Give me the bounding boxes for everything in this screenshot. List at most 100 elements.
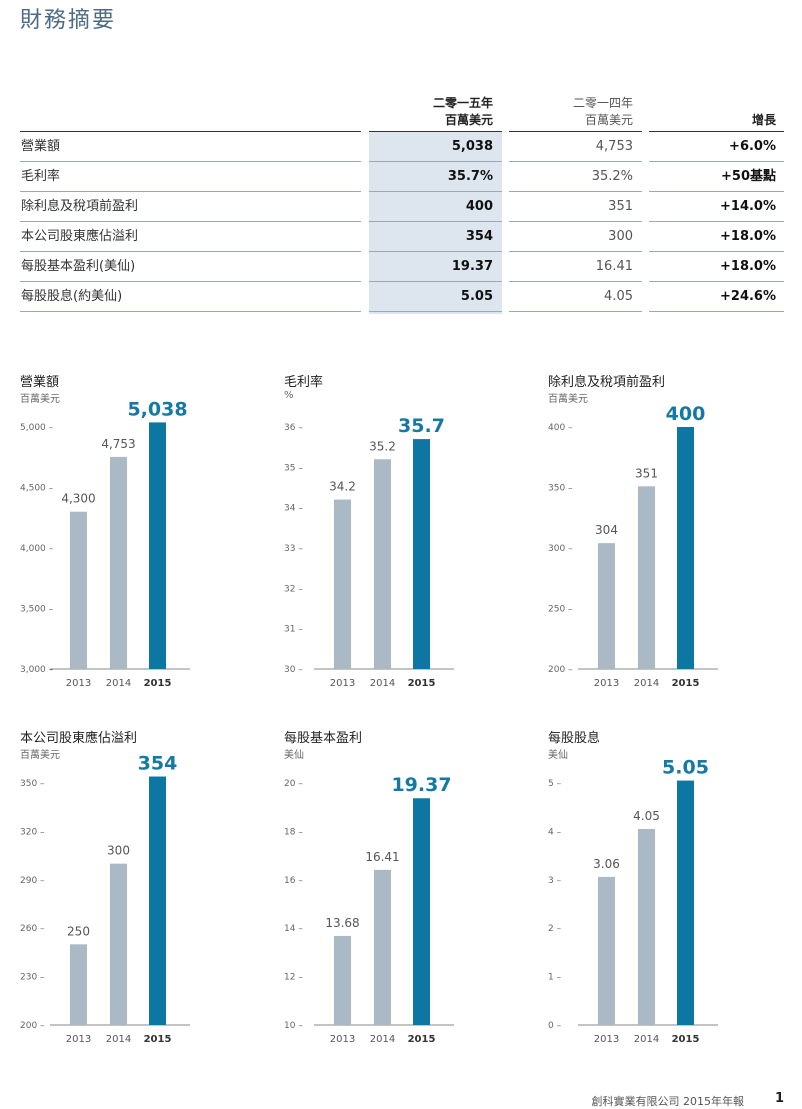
table-row: 本公司股東應佔溢利 354 300 +18.0% [20, 222, 784, 252]
chart-unit: 百萬美元 [20, 750, 60, 761]
row-divider [20, 191, 361, 192]
table-row: 營業額 5,038 4,753 +6.0% [20, 132, 784, 162]
y-tick-label: 300 – [548, 544, 573, 554]
bar [677, 780, 694, 1025]
x-tick-label: 2014 [370, 678, 395, 689]
y-tick-label: 3,000 – [20, 665, 54, 675]
header-2014-year: 二零一四年 [572, 96, 633, 110]
data-label: 5,038 [127, 398, 187, 420]
data-label: 351 [635, 466, 658, 480]
x-tick-label: 2014 [106, 1034, 131, 1045]
y-tick-label: 200 – [548, 665, 573, 675]
x-tick-label: 2014 [634, 1034, 659, 1045]
bar [334, 935, 351, 1025]
row-value-2014: 16.41 [595, 259, 633, 274]
x-tick-label: 2014 [106, 678, 131, 689]
y-tick-label: 32 – [284, 584, 303, 594]
y-tick-label: 3,500 – [20, 605, 54, 615]
bar [598, 543, 615, 669]
chart-title: 本公司股東應佔溢利 [20, 731, 138, 746]
y-tick-label: 4 – [548, 827, 562, 837]
bar-chart-svg: 30 – 31 – 32 – 33 – 34 – 35 – 36 – 34.2 2013 35.2… [284, 415, 454, 689]
chart-ebit: 除利息及稅項前盈利 百萬美元 200 – 250 – 300 – 350 – 400 –… [548, 371, 798, 701]
row-value-2015: 35.7% [447, 169, 493, 184]
page-title: 財務摘要 [20, 8, 117, 33]
row-divider [649, 251, 784, 252]
chart-unit: % [284, 390, 294, 401]
x-tick-label: 2015 [672, 678, 700, 689]
header-growth: 增長 [751, 113, 776, 127]
bar [70, 511, 87, 669]
data-label: 4.05 [633, 809, 660, 823]
y-tick-label: 350 – [548, 484, 573, 494]
page-number: 1 [774, 1091, 784, 1106]
y-tick-label: 3 – [548, 876, 562, 886]
row-divider [649, 311, 784, 312]
bar [638, 828, 655, 1025]
y-tick-label: 10 – [284, 1021, 303, 1031]
chart-basic-eps: 每股基本盈利 美仙 10 – 12 – 14 – 16 – 18 – 20 – 13.68 2… [284, 727, 534, 1057]
data-label: 4,753 [101, 437, 135, 451]
data-label: 5.05 [662, 757, 709, 779]
bar [413, 439, 430, 669]
y-tick-label: 250 – [548, 605, 573, 615]
x-tick-label: 2013 [66, 1034, 91, 1045]
chart-gross-margin: 毛利率 % 30 – 31 – 32 – 33 – 34 – 35 – 36 – 34.2 20… [284, 371, 534, 701]
row-divider [649, 191, 784, 192]
row-growth: +6.0% [729, 139, 776, 154]
row-divider [509, 281, 642, 282]
y-tick-label: 350 – [20, 779, 45, 789]
chart-title: 營業額 [20, 375, 60, 390]
bar-chart-svg: 10 – 12 – 14 – 16 – 18 – 20 – 13.68 2013 16.41 20… [284, 774, 454, 1045]
row-growth: +14.0% [720, 199, 776, 214]
chart-unit: 美仙 [284, 750, 304, 761]
x-tick-label: 2014 [370, 1034, 395, 1045]
chart-revenue: 營業額 百萬美元 3,000 – 3,500 – 4,000 – 4,500 – 5,0… [20, 371, 270, 701]
row-divider [509, 161, 642, 162]
row-divider [369, 251, 502, 252]
data-label: 19.37 [391, 774, 451, 796]
row-value-2015: 400 [465, 199, 493, 214]
y-tick-label: 4,000 – [20, 544, 54, 554]
x-tick-label: 2015 [408, 678, 436, 689]
row-value-2014: 351 [608, 199, 633, 214]
header-2015-year: 二零一五年 [432, 96, 493, 110]
y-tick-label: 31 – [284, 625, 303, 635]
row-value-2014: 35.2% [591, 169, 633, 184]
y-tick-label: 2 – [548, 924, 562, 934]
x-tick-label: 2015 [672, 1034, 700, 1045]
bar-chart-svg: 0 – 1 – 2 – 3 – 4 – 5 – 3.06 2013 4.05 2014 5.05 20… [548, 757, 718, 1045]
y-tick-label: 33 – [284, 544, 303, 554]
y-tick-label: 30 – [284, 665, 303, 675]
row-divider [509, 311, 642, 312]
header-2014-unit: 百萬美元 [584, 113, 633, 127]
y-tick-label: 35 – [284, 463, 303, 473]
row-value-2014: 4,753 [595, 139, 633, 154]
bar [110, 456, 127, 669]
row-growth: +50基點 [721, 169, 776, 184]
y-tick-label: 200 – [20, 1021, 45, 1031]
row-divider [20, 281, 361, 282]
table-row: 每股股息(約美仙) 5.05 4.05 +24.6% [20, 282, 784, 312]
row-value-2014: 300 [608, 229, 633, 244]
y-tick-label: 260 – [20, 924, 45, 934]
data-label: 400 [666, 403, 706, 425]
chart-unit: 百萬美元 [20, 394, 60, 405]
x-tick-label: 2015 [144, 1034, 172, 1045]
data-label: 35.2 [369, 439, 396, 453]
x-tick-label: 2015 [408, 1034, 436, 1045]
chart-title: 每股基本盈利 [284, 731, 363, 746]
y-tick-label: 290 – [20, 876, 45, 886]
header-rule-label [20, 131, 361, 132]
row-value-2014: 4.05 [604, 289, 633, 304]
row-growth: +24.6% [720, 289, 776, 304]
bar [110, 863, 127, 1025]
bar [70, 944, 87, 1025]
row-label: 每股基本盈利(美仙) [21, 259, 136, 274]
chart-title: 毛利率 [284, 375, 324, 390]
row-value-2015: 5,038 [451, 139, 493, 154]
data-label: 35.7 [398, 415, 445, 437]
row-divider [20, 221, 361, 222]
row-value-2015: 19.37 [451, 259, 493, 274]
chart-title: 每股股息 [548, 731, 601, 746]
